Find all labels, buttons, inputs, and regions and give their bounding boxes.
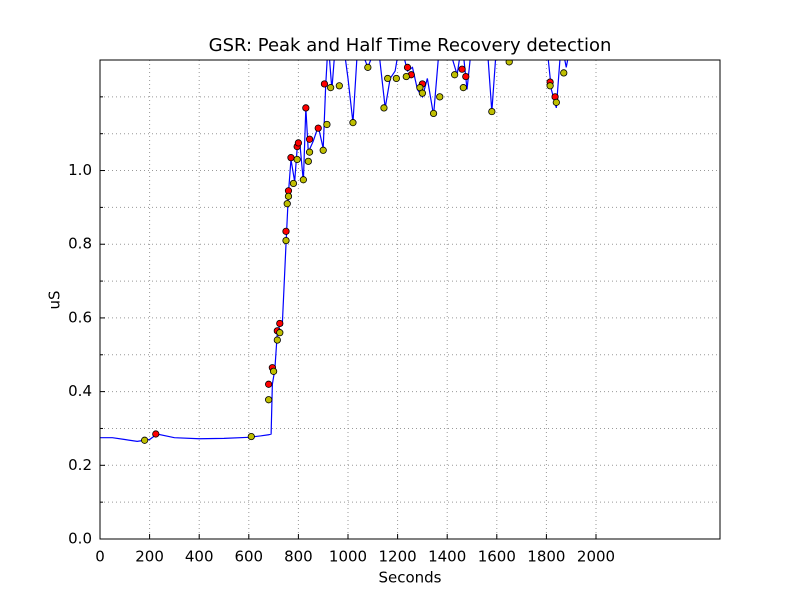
data-line xyxy=(100,60,569,442)
data-point xyxy=(320,80,329,88)
data-point xyxy=(287,154,295,162)
data-point xyxy=(364,63,372,71)
x-axis-label: Seconds xyxy=(378,569,441,587)
y-tick-label: 1.0 xyxy=(68,161,92,179)
data-point xyxy=(276,319,284,328)
x-tick-label: 800 xyxy=(284,548,313,566)
x-tick-label: 400 xyxy=(185,548,214,566)
chart-title: GSR: Peak and Half Time Recovery detecti… xyxy=(209,35,612,56)
data-point xyxy=(459,84,467,92)
data-point xyxy=(488,107,496,116)
data-point xyxy=(247,432,255,441)
data-point xyxy=(304,157,312,165)
data-point xyxy=(335,82,343,90)
data-point xyxy=(152,430,160,438)
y-tick-label: 0.6 xyxy=(68,308,92,326)
x-tick-label: 1600 xyxy=(478,548,516,566)
data-point xyxy=(284,192,293,200)
x-tick-label: 200 xyxy=(135,548,164,566)
x-tick-label: 0 xyxy=(95,548,105,566)
y-tick-label: 0.2 xyxy=(68,456,92,474)
data-point xyxy=(289,179,298,188)
data-point xyxy=(384,74,392,83)
data-point xyxy=(305,135,314,143)
data-point xyxy=(392,74,400,83)
data-point xyxy=(458,65,466,73)
data-point xyxy=(451,71,459,79)
data-point xyxy=(323,120,331,129)
x-tick-label: 2000 xyxy=(577,548,615,566)
plot-area xyxy=(100,60,569,444)
data-point xyxy=(265,396,273,404)
data-point xyxy=(273,336,281,344)
data-point xyxy=(505,60,513,66)
data-point xyxy=(552,98,560,106)
data-point xyxy=(141,436,149,444)
data-point xyxy=(436,93,444,101)
x-tick-label: 1200 xyxy=(379,548,417,566)
data-point xyxy=(327,84,335,92)
data-point xyxy=(403,63,412,71)
data-point xyxy=(302,104,310,112)
data-point xyxy=(293,155,301,164)
plot-frame xyxy=(99,59,721,540)
x-tick-label: 1800 xyxy=(527,548,565,566)
data-point xyxy=(282,236,290,245)
data-point xyxy=(319,146,327,154)
data-point xyxy=(380,104,388,112)
data-point xyxy=(349,119,357,127)
x-tick-label: 1000 xyxy=(329,548,367,566)
data-point xyxy=(276,329,284,337)
x-tick-label: 1400 xyxy=(428,548,466,566)
data-point xyxy=(269,367,278,375)
data-point xyxy=(299,176,307,184)
data-point xyxy=(305,148,314,156)
y-tick-label: 0.8 xyxy=(68,235,92,253)
data-point xyxy=(429,109,438,118)
data-point xyxy=(265,380,273,388)
y-tick-label: 0.0 xyxy=(68,530,92,548)
data-point xyxy=(294,139,302,147)
data-point xyxy=(314,124,322,132)
data-point xyxy=(402,72,410,81)
data-point xyxy=(282,227,290,235)
data-point xyxy=(560,69,568,77)
data-point xyxy=(283,200,291,208)
data-point xyxy=(418,89,426,97)
y-axis-label: uS xyxy=(46,290,64,309)
x-tick-label: 600 xyxy=(234,548,263,566)
y-tick-label: 0.4 xyxy=(68,382,92,400)
data-point xyxy=(462,72,470,81)
data-point xyxy=(546,82,554,90)
